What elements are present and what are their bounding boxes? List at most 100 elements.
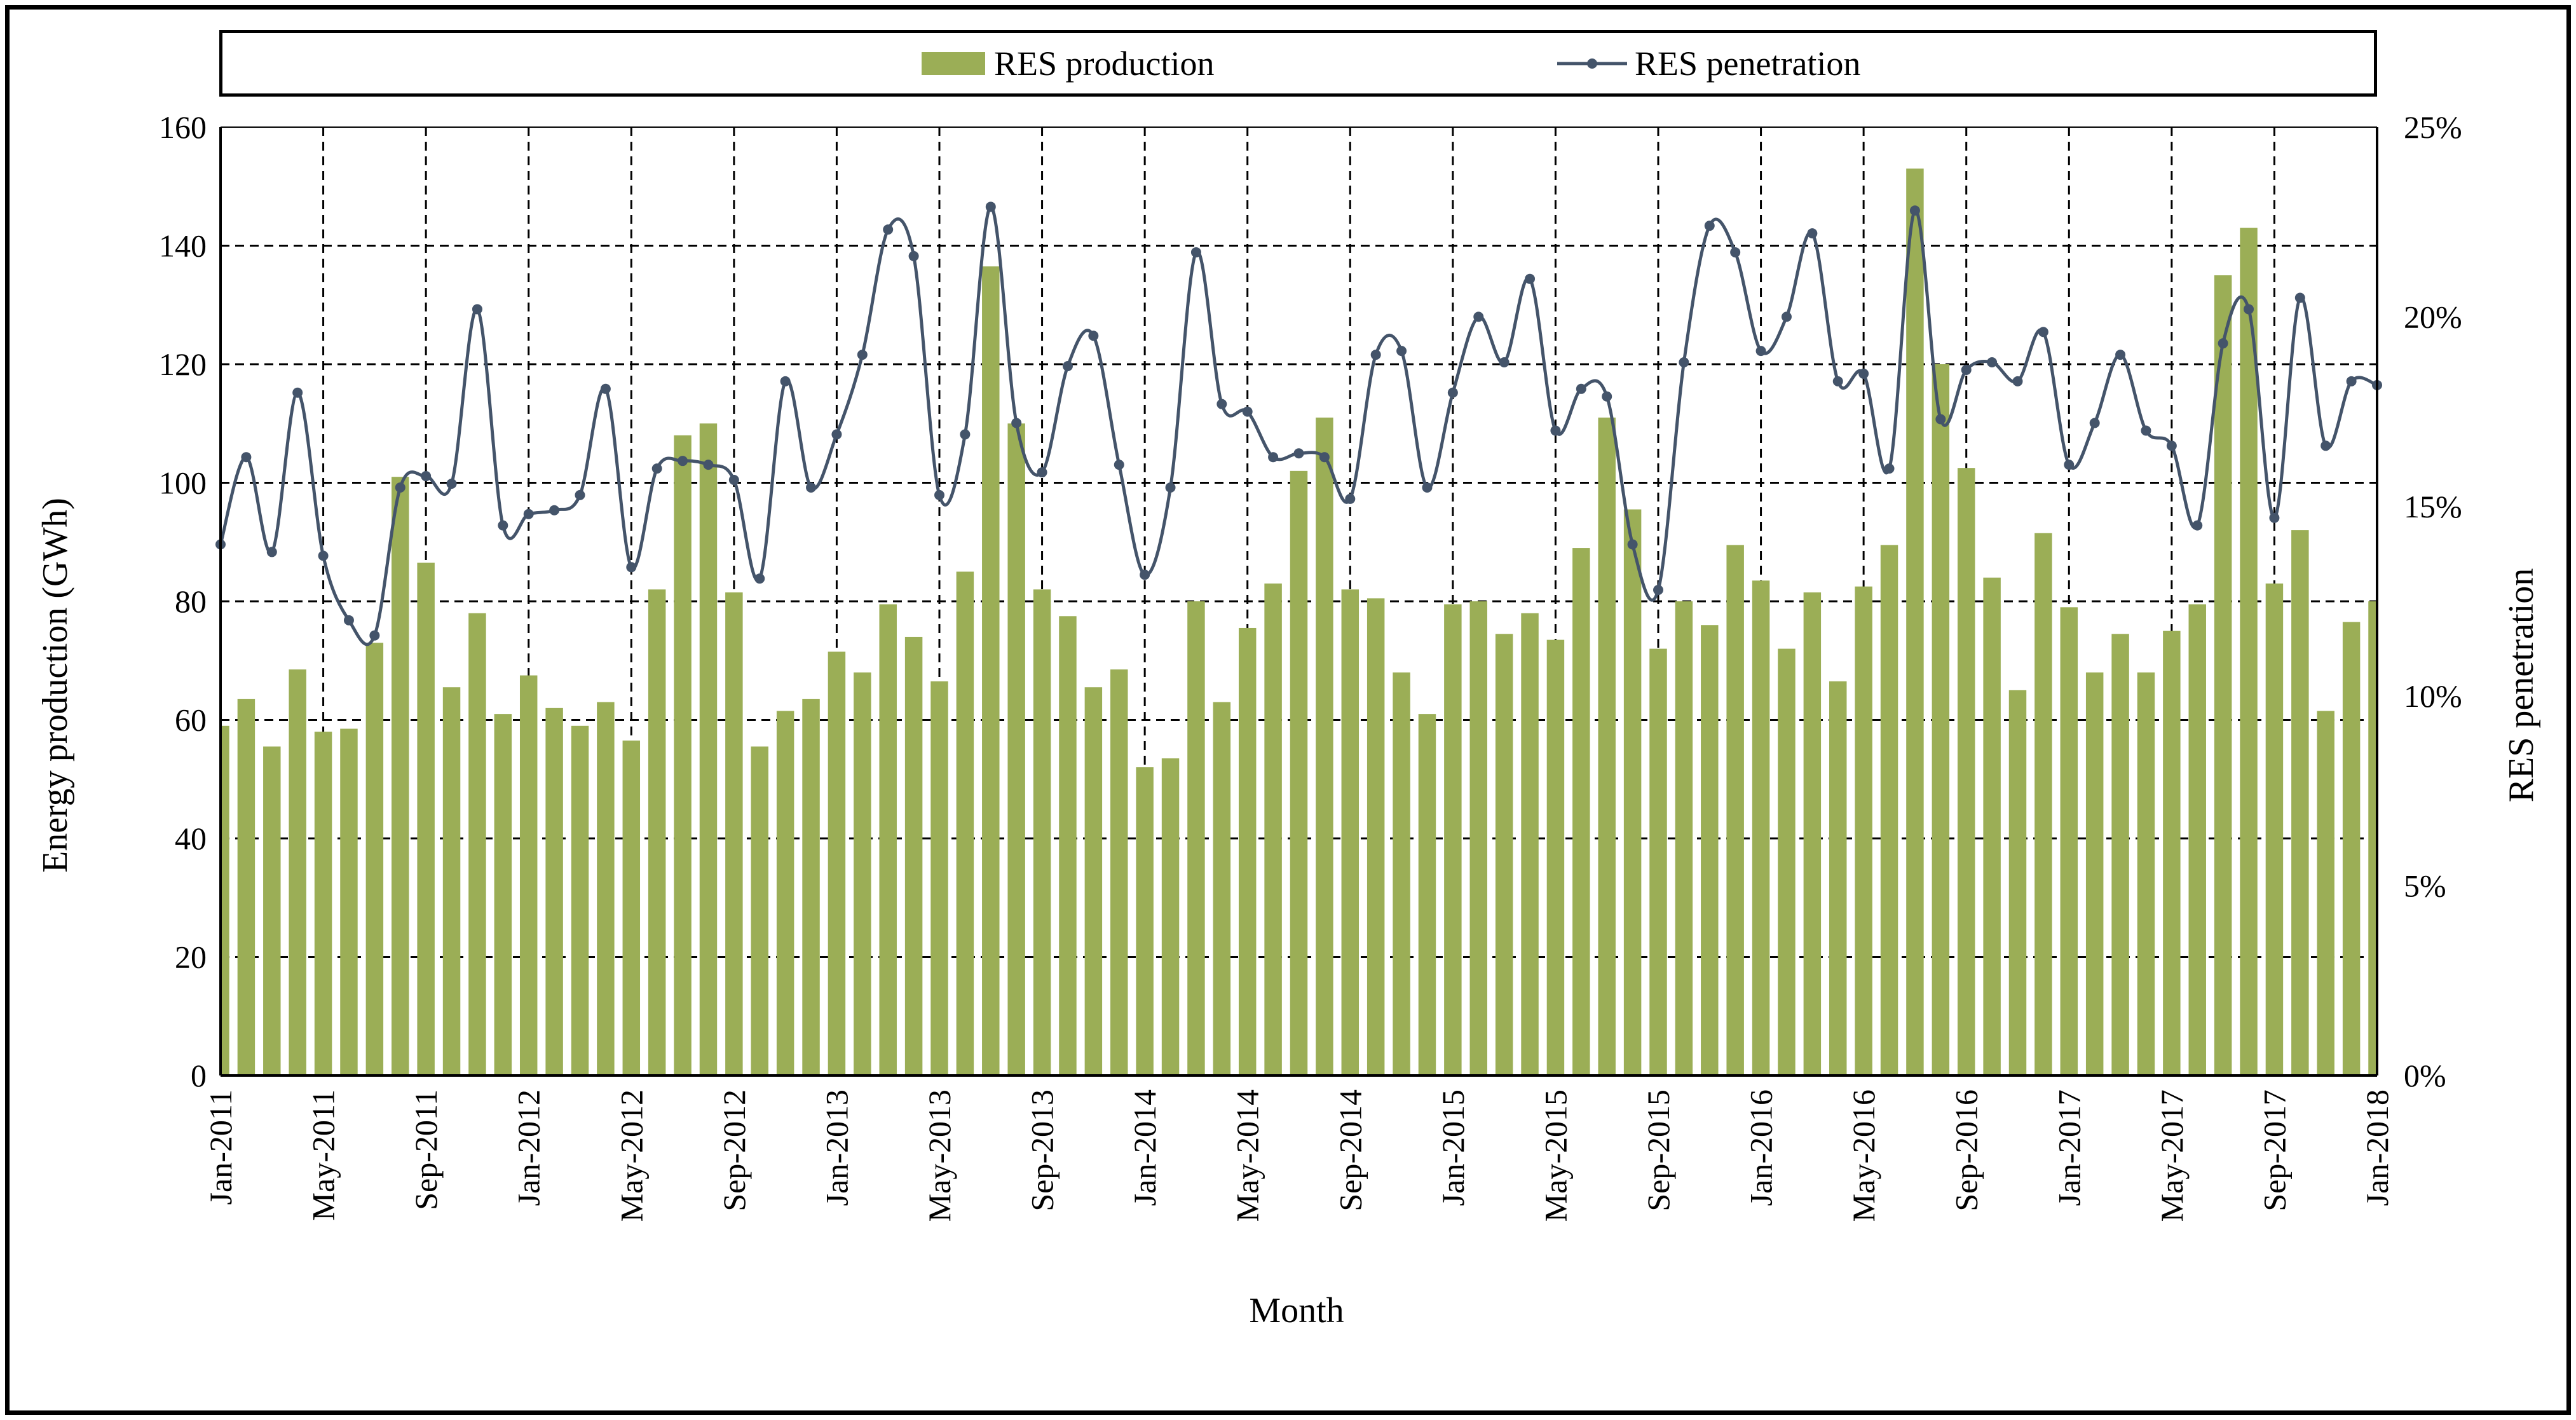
penetration-point [2218,338,2228,349]
bar [2214,275,2232,1075]
penetration-point [1370,350,1381,360]
penetration-point [1884,463,1895,474]
penetration-point [1653,585,1663,596]
penetration-point [1755,346,1766,357]
penetration-point [2244,304,2254,315]
bar [519,675,538,1075]
x-tick-label: May-2014 [1230,1089,1265,1222]
bar [2137,672,2155,1075]
penetration-point [1114,460,1124,470]
bar [2085,672,2104,1075]
bar [1880,545,1898,1075]
legend-item-res-penetration: RES penetration [1557,33,1860,93]
x-tick-label: May-2011 [306,1089,341,1220]
bar [2240,228,2258,1075]
bar [1906,168,1924,1075]
penetration-point [395,482,405,493]
bar [1136,767,1154,1075]
y2-tick-label: 25% [2404,109,2462,145]
penetration-point [318,550,329,561]
bar [1829,681,1847,1075]
label-layer: 0 20 40 60 80 100 120 140 160 0% 5% 10% 15% 20% 25% Jan… [159,109,2462,1222]
bar [545,707,563,1075]
bar [854,672,871,1075]
bar [982,266,1000,1076]
penetration-point [703,460,714,470]
penetration-point [1807,228,1818,239]
y-tick-label: 140 [159,228,207,264]
bar [1316,417,1333,1075]
penetration-point [1987,357,1998,368]
bar [314,732,332,1075]
bar [1059,616,1077,1075]
penetration-point [1602,391,1612,402]
axis-layer [219,126,2378,1077]
y-tick-label: 60 [175,702,207,738]
y2-tick-label: 10% [2404,678,2462,714]
penetration-point [1525,273,1536,284]
bar [263,746,281,1075]
penetration-point [2038,327,2048,338]
x-tick-label: May-2013 [922,1089,957,1222]
penetration-point [908,250,919,261]
y2-tick-label: 5% [2404,868,2446,904]
penetration-point [2089,418,2100,428]
legend-line-swatch [1557,51,1627,76]
penetration-point [1140,570,1150,580]
penetration-point [1422,482,1433,493]
penetration-point [2269,512,2280,523]
penetration-point [1165,482,1176,493]
penetration-point [1576,383,1586,394]
penetration-point [1447,387,1458,398]
bar [1726,545,1744,1075]
penetration-point [2320,440,2331,451]
penetration-point [1345,493,1356,504]
bar [776,711,794,1075]
y-axis-title: Energy production (GWh) [36,498,75,873]
bar [1341,589,1360,1075]
x-tick-label: May-2016 [1846,1089,1881,1222]
penetration-point [934,489,944,500]
penetration-point [292,387,303,398]
penetration-point [626,562,637,573]
x-tick-label: Jan-2012 [511,1089,547,1206]
penetration-point [2115,350,2126,360]
penetration-point [1550,425,1561,436]
bar [2008,690,2027,1075]
bar [1855,586,1872,1075]
x-axis-title: Month [1249,1291,1344,1330]
penetration-point [1961,364,1972,375]
penetration-point [1858,368,1869,379]
bar-layer [221,168,2377,1076]
bar [1649,648,1667,1075]
penetration-point [1679,357,1689,368]
bar [1418,714,1436,1075]
y2-tick-label: 15% [2404,489,2462,524]
bar [468,613,486,1075]
y2-tick-label: 20% [2404,299,2462,334]
x-tick-label: Sep-2016 [1949,1089,1984,1212]
bar [1675,601,1693,1075]
bar [1110,669,1128,1075]
penetration-point [421,471,432,482]
bar [674,435,692,1075]
penetration-point [1062,360,1073,371]
penetration-point [1216,399,1227,409]
penetration-point [523,509,534,519]
penetration-point [678,456,688,467]
penetration-point [2192,520,2203,531]
penetration-point [498,520,508,531]
bar [725,592,743,1075]
bar [648,589,666,1075]
chart-frame [5,5,2571,1415]
bar [1393,672,1410,1075]
bar [2188,604,2206,1075]
bar [1778,648,1796,1075]
y-tick-label: 0 [191,1058,207,1093]
penetration-point [446,478,457,489]
bar [1366,598,1385,1075]
penetration-point [1781,311,1792,322]
x-tick-label: Jan-2017 [2051,1089,2087,1206]
penetration-point [1627,539,1638,550]
